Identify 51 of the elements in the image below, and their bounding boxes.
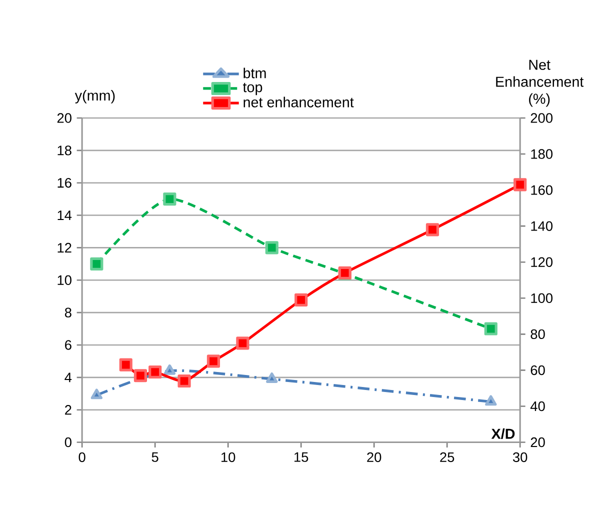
point: [236, 336, 250, 350]
point: [484, 322, 498, 336]
point: [163, 192, 176, 206]
point: [206, 354, 220, 368]
x-tick-label: 15: [294, 452, 308, 462]
x-axis-title: X/D: [491, 428, 515, 440]
x-tick-label: 0: [78, 452, 86, 462]
y2-tick-label: 100: [531, 293, 553, 304]
y-tick-label: 2: [65, 405, 72, 415]
legend-label: net enhancement: [244, 96, 354, 108]
point: [90, 257, 104, 271]
point: [266, 372, 278, 384]
point: [514, 178, 527, 192]
x-tick-label: 30: [512, 452, 528, 462]
y2-tick-label: 120: [531, 257, 553, 268]
y2-tick-label: 60: [530, 365, 545, 376]
x-tick-label: 10: [221, 452, 236, 462]
y-tick-label: 18: [58, 146, 72, 156]
point: [426, 223, 440, 236]
legend-label: btm: [244, 68, 266, 78]
y2-tick-label: 140: [531, 221, 553, 232]
y2-axis-title: Net Enhancement (%): [496, 60, 584, 107]
point: [164, 364, 176, 375]
legend-label: top: [242, 82, 262, 96]
y2-tick-label: 20: [530, 438, 545, 448]
y-tick-label: 6: [65, 340, 72, 350]
y2-tick-label: 40: [530, 401, 545, 412]
x-tick-label: 25: [440, 452, 454, 462]
y-tick-label: 4: [64, 372, 72, 382]
y-tick-label: 20: [57, 113, 72, 123]
point: [90, 388, 102, 400]
point: [178, 374, 191, 388]
y-tick-label: 8: [64, 308, 72, 318]
x-tick-label: 5: [152, 452, 158, 462]
point: [119, 358, 132, 372]
point: [485, 395, 497, 406]
point: [294, 294, 308, 307]
point: [134, 369, 147, 382]
y-tick-label: 14: [58, 210, 72, 220]
y-tick-label: 0: [64, 438, 72, 448]
y-tick-label: 16: [58, 178, 72, 188]
y2-tick-label: 160: [531, 185, 553, 196]
point: [265, 241, 278, 254]
y2-tick-label: 200: [530, 113, 553, 123]
y2-tick-label: 180: [531, 149, 553, 159]
y-tick-label: 12: [58, 243, 72, 253]
y2-tick-label: 80: [530, 329, 545, 340]
y-tick-label: 10: [58, 275, 72, 286]
x-tick-label: 20: [367, 452, 382, 462]
y-axis-title: y(mm): [74, 90, 115, 104]
point: [148, 366, 162, 379]
